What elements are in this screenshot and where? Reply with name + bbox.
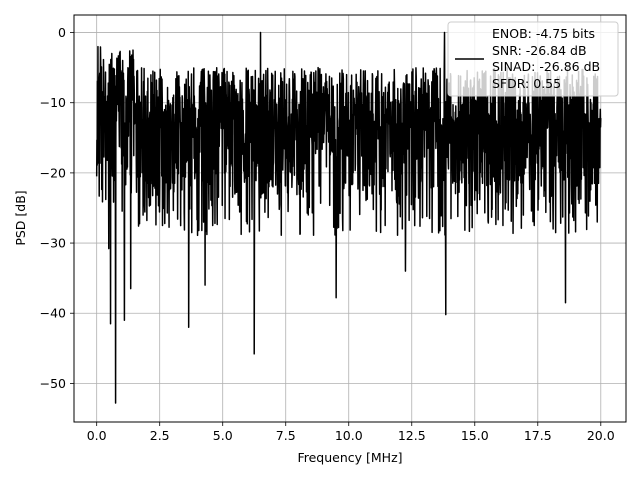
psd-series-line bbox=[95, 31, 602, 404]
x-axis-label: Frequency [MHz] bbox=[297, 450, 402, 465]
x-axis: 0.0 2.5 5.0 7.5 10.0 12.5 15.0 17.5 20.0 bbox=[87, 422, 615, 443]
x-tick-label: 20.0 bbox=[587, 428, 615, 443]
y-tick-label: 0 bbox=[58, 25, 66, 40]
y-tick-label: −50 bbox=[40, 376, 66, 391]
legend-text-enob: ENOB: -4.75 bits bbox=[492, 26, 595, 41]
legend-text-sinad: SINAD: -26.86 dB bbox=[492, 59, 600, 74]
x-tick-label: 2.5 bbox=[150, 428, 170, 443]
x-tick-label: 17.5 bbox=[524, 428, 552, 443]
series-layer bbox=[95, 31, 602, 404]
x-tick-label: 0.0 bbox=[87, 428, 107, 443]
y-axis-label: PSD [dB] bbox=[13, 190, 28, 245]
x-tick-label: 10.0 bbox=[335, 428, 363, 443]
x-tick-label: 7.5 bbox=[276, 428, 296, 443]
y-tick-label: −30 bbox=[40, 236, 66, 251]
x-tick-label: 15.0 bbox=[461, 428, 489, 443]
y-tick-label: −40 bbox=[40, 306, 66, 321]
y-tick-label: −10 bbox=[40, 95, 66, 110]
legend-text-snr: SNR: -26.84 dB bbox=[492, 43, 587, 58]
x-tick-label: 12.5 bbox=[398, 428, 426, 443]
legend-text-sfdr: SFDR: 0.55 bbox=[492, 76, 561, 91]
y-tick-label: −20 bbox=[40, 165, 66, 180]
x-tick-label: 5.0 bbox=[213, 428, 233, 443]
y-axis: 0 −10 −20 −30 −40 −50 bbox=[40, 25, 74, 391]
legend: ENOB: -4.75 bits SNR: -26.84 dB SINAD: -… bbox=[447, 21, 619, 97]
plot-frame bbox=[73, 14, 627, 423]
legend-box bbox=[447, 21, 619, 97]
